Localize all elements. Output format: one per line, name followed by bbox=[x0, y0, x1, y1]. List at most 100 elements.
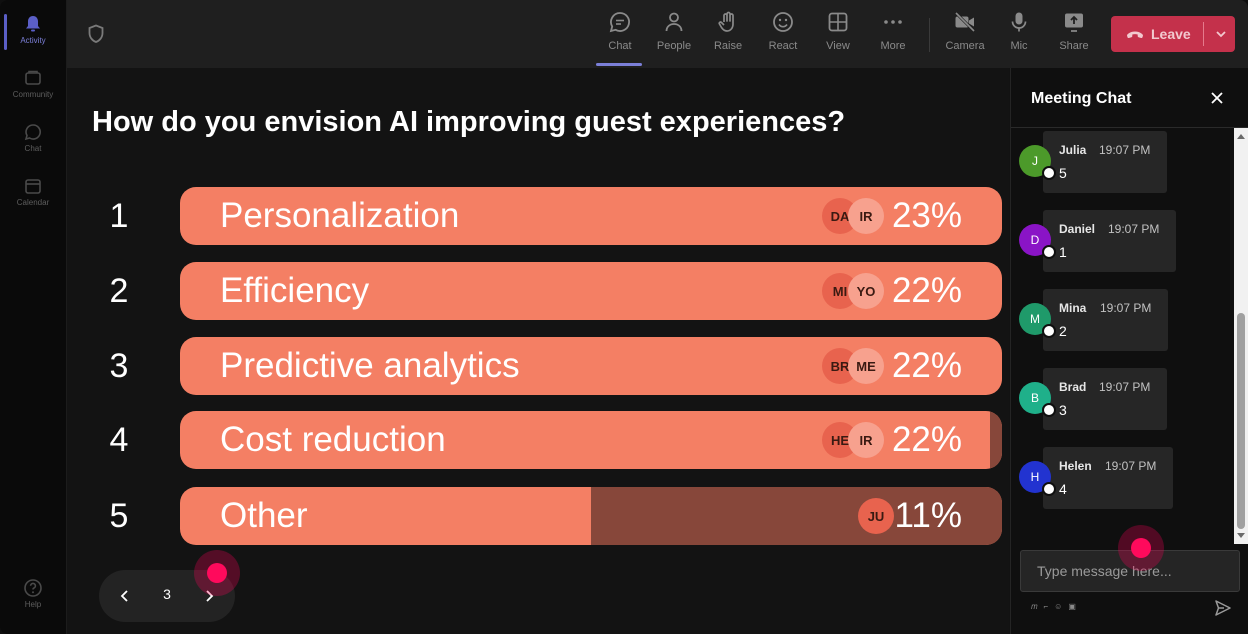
sender-name: Brad bbox=[1059, 380, 1087, 394]
rail-item-label: Activity bbox=[20, 36, 46, 45]
option-percent: 11% bbox=[894, 496, 962, 535]
sender-name: Julia bbox=[1059, 143, 1087, 157]
option-label: Other bbox=[220, 496, 308, 535]
people-icon bbox=[662, 10, 686, 34]
rail-item-calendar[interactable]: Calendar bbox=[0, 176, 66, 207]
format-icon[interactable]: 𝑚 bbox=[1031, 602, 1038, 611]
chat-icon bbox=[608, 10, 632, 34]
poll-results-panel: How do you envision AI improving guest e… bbox=[67, 68, 1009, 634]
click-indicator bbox=[194, 550, 240, 596]
voter-avatar: IR bbox=[848, 422, 884, 458]
toolbar-people-button[interactable]: People bbox=[650, 10, 698, 60]
toolbar-react-button[interactable]: React bbox=[759, 10, 807, 60]
poll-question: How do you envision AI improving guest e… bbox=[92, 106, 846, 138]
toolbar-divider bbox=[929, 18, 930, 52]
chat-scrollbar[interactable] bbox=[1234, 128, 1248, 544]
scroll-up-arrow-icon[interactable] bbox=[1237, 134, 1245, 139]
poll-option-row: 2 Efficiency MI YO 22% bbox=[67, 262, 1009, 320]
presence-status bbox=[1042, 324, 1056, 338]
rail-item-chat[interactable]: Chat bbox=[0, 122, 66, 153]
chevron-down-icon[interactable] bbox=[1211, 24, 1231, 44]
message-text: 4 bbox=[1059, 481, 1067, 497]
message-compose-box[interactable] bbox=[1020, 550, 1240, 592]
rail-item-help[interactable]: Help bbox=[0, 578, 66, 609]
toolbar-view-button[interactable]: View bbox=[814, 10, 862, 60]
bar-remainder bbox=[591, 487, 1002, 545]
more-icon bbox=[881, 10, 905, 34]
toolbar-more-button[interactable]: More bbox=[869, 10, 917, 60]
rail-item-community[interactable]: Community bbox=[0, 68, 66, 99]
sender-name: Helen bbox=[1059, 459, 1092, 473]
message-text: 2 bbox=[1059, 323, 1067, 339]
meeting-toolbar: Chat People Raise React View bbox=[67, 0, 1248, 68]
option-percent: 23% bbox=[891, 196, 962, 235]
toolbar-button-label: Share bbox=[1059, 40, 1089, 52]
message-time: 19:07 PM bbox=[1105, 459, 1157, 473]
raise-hand-icon bbox=[716, 10, 740, 34]
voter-avatar: ME bbox=[848, 348, 884, 384]
presence-status bbox=[1042, 482, 1056, 496]
poll-option-row: 1 Personalization DA IR 23% bbox=[67, 187, 1009, 245]
option-number: 2 bbox=[109, 272, 129, 310]
camera-off-icon bbox=[953, 10, 977, 34]
app-rail: Activity Community Chat Calendar Help bbox=[0, 0, 67, 634]
message-time: 19:07 PM bbox=[1100, 301, 1152, 315]
message-bubble: Mina 19:07 PM 2 bbox=[1043, 289, 1168, 351]
option-percent: 22% bbox=[891, 271, 962, 310]
gif-icon[interactable]: ▣ bbox=[1068, 602, 1076, 611]
message-bubble: Julia 19:07 PM 5 bbox=[1043, 131, 1167, 193]
chevron-right-icon[interactable] bbox=[197, 584, 221, 608]
presence-status bbox=[1042, 166, 1056, 180]
scrollbar-thumb[interactable] bbox=[1237, 313, 1245, 529]
message-bubble: Brad 19:07 PM 3 bbox=[1043, 368, 1167, 430]
toolbar-button-label: Chat bbox=[608, 40, 632, 52]
sender-name: Mina bbox=[1059, 301, 1087, 315]
format-toolbar: 𝑚 ⌐ ☺ ▣ bbox=[1031, 602, 1076, 612]
toolbar-camera-button[interactable]: Camera bbox=[941, 10, 989, 60]
rail-item-label: Community bbox=[12, 90, 54, 99]
poll-option-row: 5 Other JU 11% bbox=[67, 487, 1009, 545]
option-label: Efficiency bbox=[220, 271, 370, 310]
mic-icon bbox=[1007, 10, 1031, 34]
react-icon bbox=[771, 10, 795, 34]
bell-icon bbox=[23, 14, 43, 34]
help-icon bbox=[23, 578, 43, 598]
result-bar: Efficiency MI YO 22% bbox=[180, 262, 1002, 320]
send-icon[interactable] bbox=[1213, 598, 1233, 618]
close-icon[interactable] bbox=[1207, 88, 1227, 108]
rail-item-activity[interactable]: Activity bbox=[0, 14, 66, 50]
toolbar-mic-button[interactable]: Mic bbox=[995, 10, 1043, 60]
toolbar-share-button[interactable]: Share bbox=[1050, 10, 1098, 60]
phone-hangup-icon bbox=[1125, 24, 1145, 44]
option-number: 5 bbox=[109, 497, 129, 535]
message-time: 19:07 PM bbox=[1099, 380, 1151, 394]
option-label: Predictive analytics bbox=[220, 346, 520, 385]
bar-remainder bbox=[989, 411, 1002, 469]
chevron-left-icon[interactable] bbox=[113, 584, 137, 608]
option-number: 1 bbox=[109, 197, 129, 235]
shield-icon[interactable] bbox=[87, 24, 105, 49]
chat-icon bbox=[23, 122, 43, 142]
scroll-down-arrow-icon[interactable] bbox=[1237, 533, 1245, 538]
emoji-icon[interactable]: ☺ bbox=[1054, 602, 1063, 611]
result-bar: Predictive analytics BR ME 22% bbox=[180, 337, 1002, 395]
click-indicator bbox=[1118, 525, 1164, 571]
sender-name: Daniel bbox=[1059, 222, 1096, 236]
toolbar-raise-button[interactable]: Raise bbox=[704, 10, 752, 60]
toolbar-chat-button[interactable]: Chat bbox=[596, 10, 644, 66]
community-icon bbox=[23, 68, 43, 88]
rail-item-label: Calendar bbox=[16, 198, 50, 207]
poll-option-row: 4 Cost reduction HE IR 22% bbox=[67, 411, 1009, 469]
option-label: Personalization bbox=[220, 196, 460, 235]
voter-avatar: IR bbox=[848, 198, 884, 234]
toolbar-button-label: People bbox=[656, 40, 692, 52]
toolbar-button-label: Mic bbox=[1010, 40, 1028, 52]
rail-item-label: Help bbox=[24, 600, 42, 609]
leave-button[interactable]: Leave bbox=[1111, 16, 1235, 52]
message-input[interactable] bbox=[1021, 551, 1237, 591]
message-text: 5 bbox=[1059, 165, 1067, 181]
option-percent: 22% bbox=[891, 346, 962, 385]
attach-icon[interactable]: ⌐ bbox=[1043, 602, 1049, 611]
presence-status bbox=[1042, 403, 1056, 417]
